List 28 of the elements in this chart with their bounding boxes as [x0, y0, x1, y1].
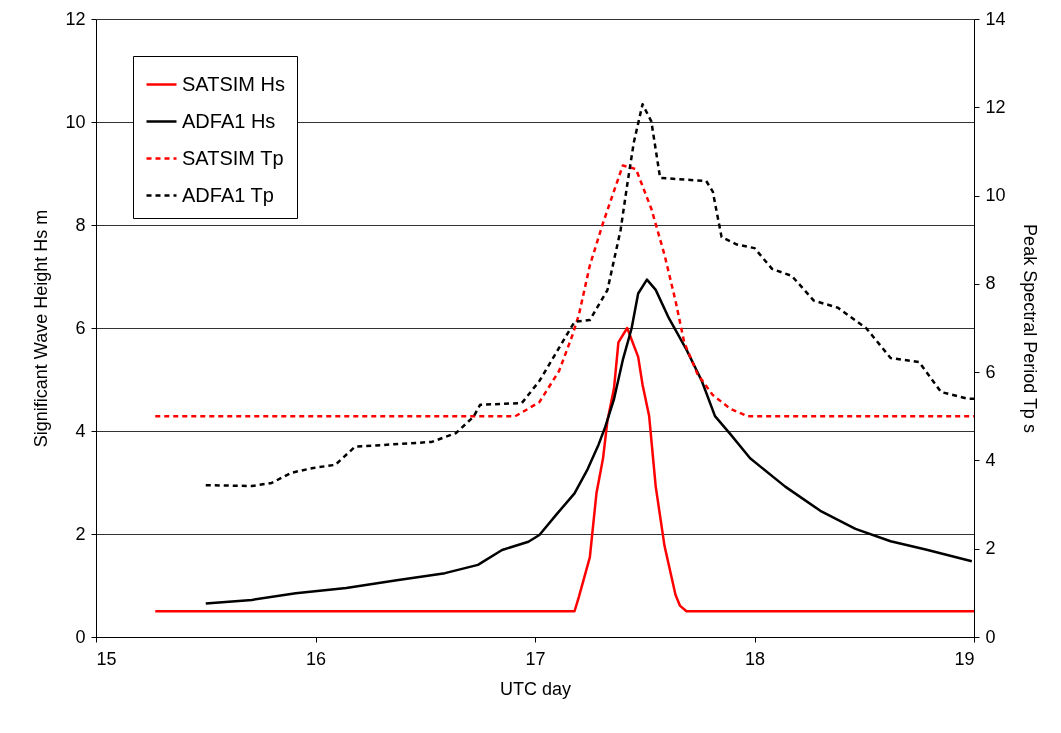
y2-tick-label: 14: [985, 8, 1006, 29]
y2-tick-label: 10: [985, 185, 1006, 206]
x-tick-label: 15: [96, 648, 117, 669]
x-axis-title: UTC day: [499, 678, 572, 699]
y2-tick-label: 8: [985, 273, 996, 294]
x-tick-label: 17: [525, 648, 546, 669]
line-series: [154, 326, 976, 613]
y-tick-label: 10: [65, 111, 86, 132]
legend-label: SATSIM Tp: [182, 146, 284, 169]
legend-label: ADFA1 Tp: [182, 183, 274, 206]
y-axis-title: Significant Wave Height Hs m: [31, 209, 52, 448]
y-tick-label: 8: [75, 214, 86, 235]
x-tick-label: 18: [744, 648, 766, 669]
y2-tick-label: 6: [985, 361, 996, 382]
y-tick-label: 4: [75, 420, 86, 441]
y-tick-label: 2: [75, 523, 86, 544]
legend-label: SATSIM Hs: [182, 72, 285, 95]
y-tick-label: 6: [75, 317, 86, 338]
y-tick-label: 12: [65, 8, 86, 29]
y2-axis-title: Peak Spectral Period Tp s: [1019, 224, 1040, 433]
y2-tick-label: 0: [985, 626, 996, 647]
y2-tick-label: 2: [985, 538, 996, 559]
x-tick-label: 19: [954, 648, 975, 669]
legend-label: ADFA1 Hs: [182, 109, 276, 132]
y2-tick-label: 12: [985, 96, 1006, 117]
x-tick-label: 16: [305, 648, 327, 669]
y2-tick-label: 4: [985, 449, 996, 470]
y-tick-label: 0: [75, 626, 86, 647]
